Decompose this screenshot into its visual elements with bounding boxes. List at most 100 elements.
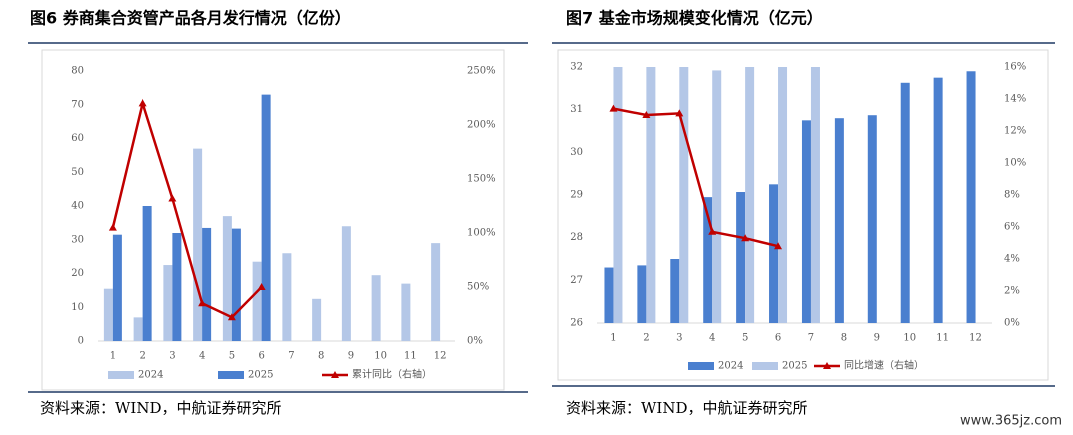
y2-tick-label: 8% (1004, 190, 1020, 201)
bar (769, 184, 779, 323)
y-tick-label: 31 (570, 104, 583, 115)
y2-tick-label: 6% (1004, 222, 1020, 233)
marker (138, 99, 147, 107)
y-tick-label: 40 (71, 201, 84, 212)
x-tick-label: 10 (374, 351, 387, 362)
y-tick-label: 26 (570, 318, 583, 329)
y-tick-label: 29 (570, 190, 583, 201)
bar (834, 118, 844, 323)
bar (801, 120, 811, 323)
y-tick-label: 10 (71, 302, 84, 313)
x-tick-label: 3 (676, 333, 682, 344)
bar (431, 243, 441, 341)
x-tick-label: 7 (808, 333, 814, 344)
marker (227, 313, 236, 321)
frame (41, 49, 505, 391)
marker (198, 299, 207, 307)
bar (163, 265, 173, 341)
y2-tick-label: 150% (467, 174, 496, 185)
bar (252, 261, 262, 341)
bar (193, 148, 203, 341)
x-tick-label: 3 (169, 351, 175, 362)
x-tick-label: 8 (318, 351, 324, 362)
x-tick-label: 11 (404, 351, 417, 362)
bar (679, 67, 689, 323)
x-tick-label: 5 (742, 333, 748, 344)
legend-label: 2024 (718, 361, 743, 372)
watermark: www.365jz.com (960, 414, 1062, 429)
marker (609, 104, 618, 112)
x-tick-label: 8 (841, 333, 847, 344)
y2-tick-label: 200% (467, 120, 496, 131)
bar (778, 67, 788, 323)
marker (741, 234, 750, 242)
x-tick-label: 6 (775, 333, 781, 344)
x-tick-label: 2 (139, 351, 145, 362)
frame (557, 49, 1049, 381)
line (613, 107, 779, 248)
x-tick-label: 4 (709, 333, 715, 344)
bar (613, 67, 623, 323)
y2-tick-label: 250% (467, 66, 496, 77)
bar (142, 206, 152, 341)
x-tick-label: 1 (610, 333, 616, 344)
y2-tick-label: 4% (1004, 254, 1020, 265)
marker (168, 194, 177, 202)
y-tick-label: 32 (570, 62, 583, 73)
line (111, 98, 263, 319)
legend-swatch (108, 371, 134, 379)
legend-label: 累计同比（右轴） (352, 368, 432, 381)
y-tick-label: 70 (71, 99, 84, 110)
legend-swatch (218, 371, 244, 379)
y-tick-label: 0 (78, 336, 84, 347)
bar (401, 283, 411, 341)
x-tick-label: 12 (434, 351, 447, 362)
y2-tick-label: 0% (1004, 318, 1020, 329)
bar (810, 67, 820, 323)
bar (712, 70, 722, 323)
y2-tick-label: 16% (1004, 62, 1026, 73)
legend-label: 同比增速（右轴） (844, 359, 924, 372)
legend-marker (823, 362, 831, 369)
bar (172, 233, 182, 341)
legend-swatch (688, 362, 714, 370)
legend-label: 2024 (138, 370, 163, 381)
y2-tick-label: 0% (467, 336, 483, 347)
marker (708, 227, 717, 235)
y2-tick-label: 14% (1004, 94, 1026, 105)
y-tick-label: 28 (570, 232, 583, 243)
marker (642, 111, 651, 118)
bar (736, 192, 746, 323)
x-tick-label: 11 (936, 333, 949, 344)
bar (112, 234, 122, 341)
marker (257, 283, 266, 290)
y2-tick-label: 12% (1004, 126, 1026, 137)
bar (312, 298, 322, 341)
y-tick-label: 60 (71, 133, 84, 144)
bar (867, 115, 877, 323)
y2-tick-label: 100% (467, 228, 496, 239)
bar (933, 77, 943, 324)
bar (646, 67, 656, 323)
legend-swatch (752, 362, 778, 370)
x-tick-label: 10 (903, 333, 916, 344)
x-tick-label: 9 (874, 333, 880, 344)
bar (103, 288, 113, 341)
bar (231, 228, 241, 341)
y-tick-label: 30 (570, 147, 583, 158)
y2-tick-label: 2% (1004, 286, 1020, 297)
marker (675, 109, 684, 117)
bar (222, 216, 232, 341)
bar (703, 197, 713, 323)
source: 资料来源：WIND，中航证券研究所 (40, 399, 282, 417)
x-tick-label: 12 (969, 333, 982, 344)
bar (202, 227, 212, 341)
bar (282, 253, 292, 341)
x-tick-label: 2 (643, 333, 649, 344)
bar (341, 226, 351, 341)
source: 资料来源：WIND，中航证券研究所 (566, 399, 808, 417)
legend-label: 2025 (248, 370, 273, 381)
x-tick-label: 9 (348, 351, 354, 362)
legend-marker (331, 371, 339, 378)
